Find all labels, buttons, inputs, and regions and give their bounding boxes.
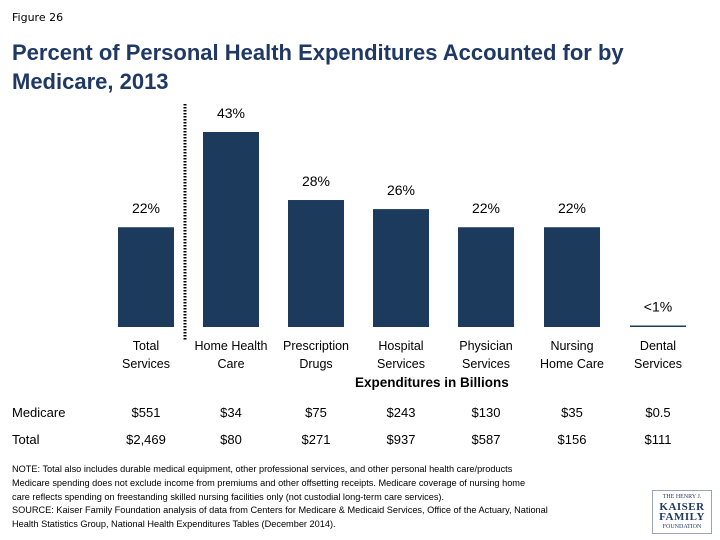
kff-logo: THE HENRY J. KAISER FAMILY FOUNDATION xyxy=(652,490,712,534)
table-cell: $551 xyxy=(131,405,161,420)
bar-chart: 22% 43% 28% 26% 22% 22% <1% xyxy=(118,104,686,340)
category-label: Total Services xyxy=(122,339,170,371)
table-cell: $75 xyxy=(305,405,327,420)
bar-dental-services xyxy=(630,325,686,327)
data-label: 28% xyxy=(302,173,330,189)
table-cell: $130 xyxy=(471,405,501,420)
table-cell: $35 xyxy=(561,405,583,420)
table-cell: $156 xyxy=(557,432,587,447)
table-cell: $587 xyxy=(471,432,501,447)
table-cell: $111 xyxy=(644,432,672,447)
note-text: NOTE: Total also includes durable medica… xyxy=(12,463,662,532)
note-line: care reflects spending on freestanding s… xyxy=(12,491,445,502)
row-label-total: Total xyxy=(12,432,40,447)
source-line: Health Statistics Group, National Health… xyxy=(12,519,336,530)
bar-physician-services xyxy=(458,227,514,327)
logo-line: KAISER xyxy=(659,501,705,513)
bar-nursing-home-care xyxy=(544,227,600,327)
table-cell: $243 xyxy=(386,405,416,420)
logo-line: FAMILY xyxy=(659,511,705,523)
data-label: <1% xyxy=(644,299,672,315)
bar-prescription-drugs xyxy=(288,200,344,327)
category-label: Home Health Care xyxy=(194,339,268,371)
bar-hospital-services xyxy=(373,209,429,327)
data-label: 22% xyxy=(558,200,586,216)
data-label: 26% xyxy=(387,182,415,198)
figure-label: Figure 26 xyxy=(12,11,64,24)
category-label: Dental Services xyxy=(634,339,682,371)
table-cell: $271 xyxy=(301,432,331,447)
bar-home-health-care xyxy=(203,132,259,327)
data-label: 22% xyxy=(472,200,500,216)
table-cell: $80 xyxy=(220,432,242,447)
category-label: Hospital Services xyxy=(377,339,425,371)
table-cell: $2,469 xyxy=(126,432,166,447)
category-label: Physician Services xyxy=(459,339,513,371)
table-heading: Expenditures in Billions xyxy=(355,375,509,390)
source-line: SOURCE: Kaiser Family Foundation analysi… xyxy=(12,505,548,516)
row-label-medicare: Medicare xyxy=(12,405,66,420)
logo-line: FOUNDATION xyxy=(662,524,702,530)
table-cell: $937 xyxy=(386,432,416,447)
table-cell: $0.5 xyxy=(645,405,671,420)
category-label: Prescription Drugs xyxy=(283,339,349,371)
data-label: 43% xyxy=(217,105,245,121)
bar-total-services xyxy=(118,227,174,327)
category-label: Nursing Home Care xyxy=(540,339,604,371)
note-line: Medicare spending does not exclude incom… xyxy=(12,477,526,488)
logo-line: THE HENRY J. xyxy=(662,494,702,500)
chart-title: Percent of Personal Health Expenditures … xyxy=(12,40,624,94)
note-line: NOTE: Total also includes durable medica… xyxy=(12,464,513,474)
table-cell: $34 xyxy=(220,405,242,420)
data-label: 22% xyxy=(132,200,160,216)
